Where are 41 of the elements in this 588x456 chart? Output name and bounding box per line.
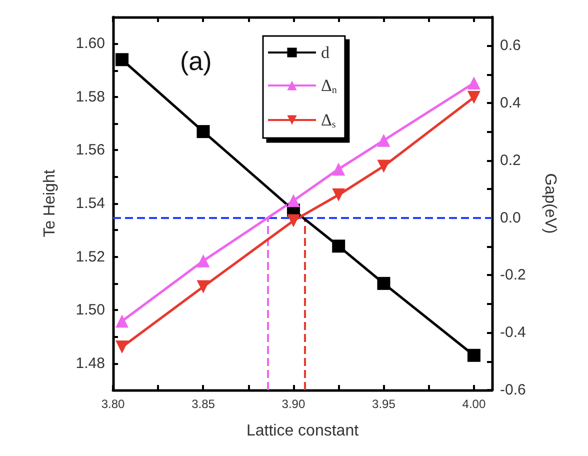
y-tick-label: 1.56 [76,142,105,159]
point [377,160,390,173]
point [377,276,390,290]
point [116,53,129,66]
x-tick-label: 3.95 [372,397,396,411]
y2-axis-title: Gap(eV) [542,173,558,234]
point [332,188,346,202]
y2-tick-label: 0.6 [500,37,521,54]
point [116,314,129,328]
point [116,340,129,354]
y-tick-label: 1.48 [76,354,105,372]
point [467,348,480,362]
y2-tick-label: 0.2 [500,152,521,169]
point [332,162,346,176]
point [467,90,480,104]
y-tick-label: 1.50 [76,302,105,319]
y2-tick-label: -0.2 [500,266,526,284]
y-tick-label: 1.58 [76,88,105,106]
y-tick-label: 1.52 [76,248,105,266]
x-tick-label: 3.80 [101,397,125,411]
y-tick-label: 1.54 [76,195,105,212]
point [377,134,390,147]
point [286,194,300,208]
y2-tick-label: 0.0 [500,209,521,226]
x-axis-title: Lattice constant [246,422,360,440]
x-tick-label: 4.00 [462,397,486,411]
y-axis-title: Te Height [42,169,58,238]
y2-tick-label: -0.6 [500,382,526,398]
legend-label: d [321,43,330,62]
point [332,240,346,253]
point [286,214,300,228]
x-tick-label: 3.85 [192,397,216,411]
point [196,280,210,294]
y2-tick-label: -0.4 [500,324,526,342]
y-tick-label: 1.60 [76,35,105,52]
point [196,254,210,268]
point [196,125,210,138]
point [467,76,480,90]
y2-tick-label: 0.4 [500,94,521,112]
annotation: (a) [180,46,212,76]
x-tick-label: 3.90 [282,397,306,411]
